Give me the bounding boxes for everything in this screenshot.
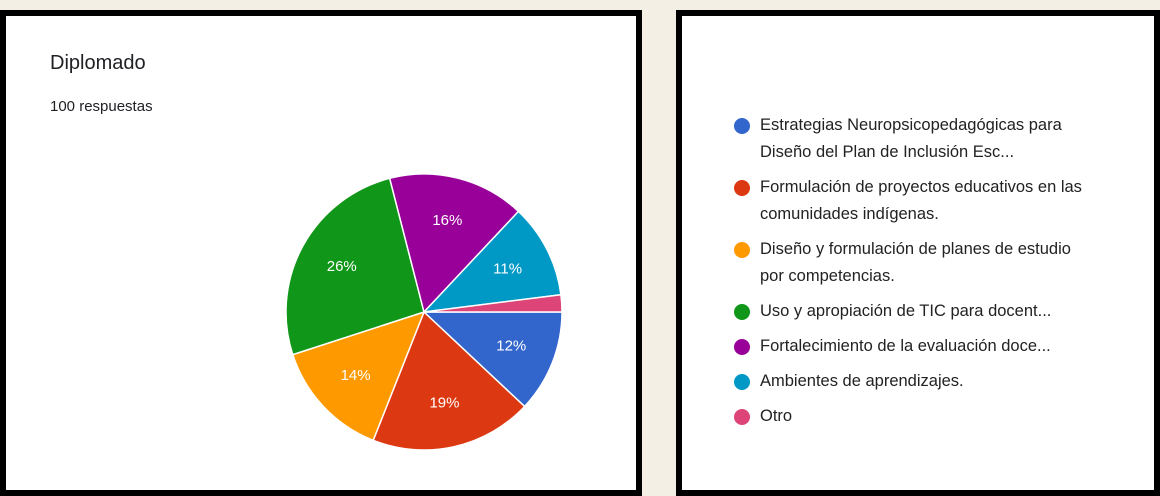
legend: Estrategias Neuropsicopedagógicas para D…: [734, 112, 1094, 438]
pie-slice: [388, 173, 520, 314]
slice-label: 11%: [493, 260, 522, 277]
legend-item: Formulación de proyectos educativos en l…: [734, 174, 1094, 228]
legend-swatch: [734, 242, 750, 258]
pie-chart: 12% 19% 14% 26% 16% 11%: [285, 173, 563, 451]
legend-label: Estrategias Neuropsicopedagógicas para D…: [760, 116, 1062, 161]
slice-label: 12%: [496, 338, 526, 355]
slice-label: 16%: [432, 212, 462, 229]
pie-slice: [422, 311, 563, 408]
legend-swatch: [734, 180, 750, 196]
legend-panel: Estrategias Neuropsicopedagógicas para D…: [676, 10, 1160, 496]
legend-swatch: [734, 118, 750, 134]
legend-swatch: [734, 409, 750, 425]
legend-label: Uso y apropiación de TIC para docent...: [760, 302, 1052, 320]
legend-label: Diseño y formulación de planes de estudi…: [760, 240, 1071, 285]
legend-item: Diseño y formulación de planes de estudi…: [734, 236, 1094, 290]
legend-item: Otro: [734, 403, 1094, 430]
pie-slice: [422, 210, 562, 314]
legend-label: Otro: [760, 407, 793, 425]
chart-panel: Diplomado 100 respuestas 12% 19% 14% 26% 16%…: [0, 10, 642, 496]
chart-title: Diplomado: [50, 52, 146, 74]
pie-slice: [423, 293, 563, 313]
pie-slice: [285, 177, 425, 356]
legend-item: Ambientes de aprendizajes.: [734, 368, 1094, 395]
legend-label: Ambientes de aprendizajes.: [760, 372, 964, 390]
legend-swatch: [734, 339, 750, 355]
legend-swatch: [734, 374, 750, 390]
legend-label: Formulación de proyectos educativos en l…: [760, 178, 1082, 223]
legend-item: Uso y apropiación de TIC para docent...: [734, 298, 1094, 325]
chart-subtitle: 100 respuestas: [50, 98, 153, 115]
slice-label: 19%: [429, 395, 459, 412]
slice-label: 26%: [327, 258, 357, 275]
legend-label: Fortalecimiento de la evaluación doce...: [760, 337, 1051, 355]
legend-item: Estrategias Neuropsicopedagógicas para D…: [734, 112, 1094, 166]
legend-swatch: [734, 304, 750, 320]
legend-item: Fortalecimiento de la evaluación doce...: [734, 333, 1094, 360]
slice-label: 14%: [341, 367, 371, 384]
